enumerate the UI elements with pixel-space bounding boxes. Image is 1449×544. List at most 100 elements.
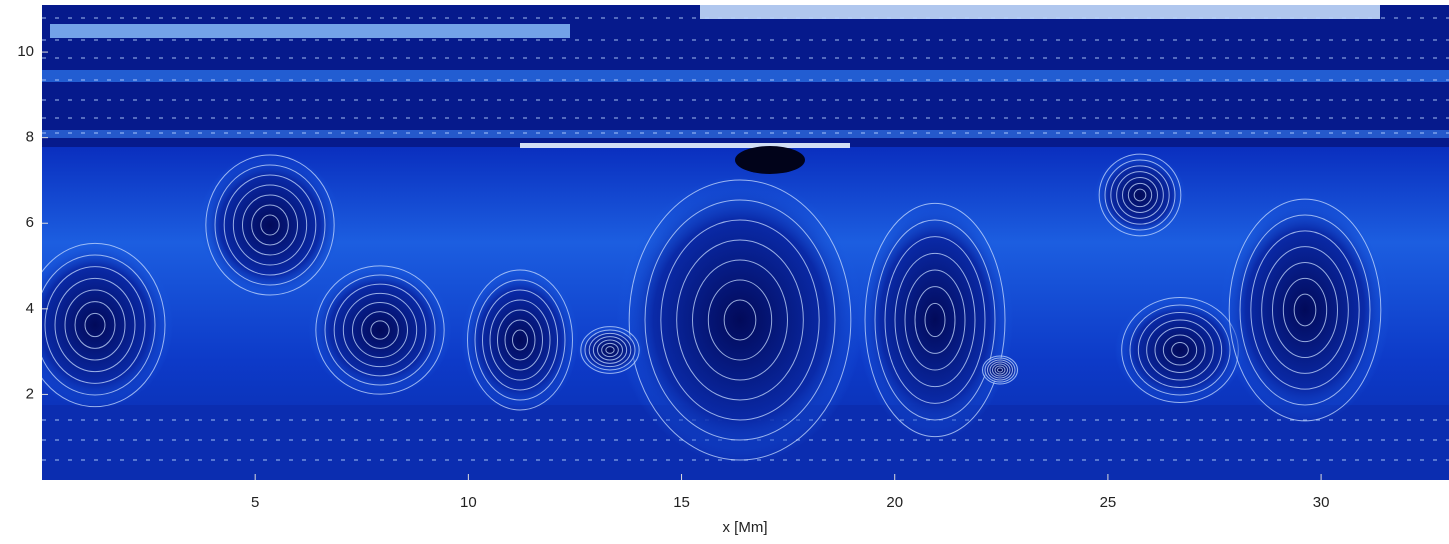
streamline [1116, 171, 1164, 219]
band-glow [42, 130, 1449, 138]
streamline [707, 279, 773, 361]
streamline [997, 367, 1003, 373]
streamline [1127, 182, 1153, 208]
band-glow [42, 70, 1449, 82]
x-axis-label: x [Mm] [723, 519, 768, 536]
streamline [333, 283, 427, 377]
streamline [260, 214, 280, 236]
x-tick-label: 5 [251, 494, 259, 511]
streamline [1272, 262, 1338, 358]
vortex-core [1115, 296, 1245, 404]
streamline [489, 299, 551, 381]
streamline [84, 312, 106, 338]
streamline [324, 274, 436, 386]
streamline [1282, 277, 1328, 343]
streamline [884, 236, 986, 404]
streamline [1122, 177, 1158, 213]
streamline [1137, 312, 1223, 388]
streamline [242, 194, 298, 256]
x-tick-label: 20 [886, 494, 903, 511]
streamline [904, 269, 966, 371]
streamline [54, 277, 136, 373]
streamline [982, 355, 1018, 385]
streamline [992, 363, 1008, 377]
streamline [251, 204, 289, 246]
streamline [874, 219, 996, 421]
x-tick-label: 15 [673, 494, 690, 511]
y-tick-label: 2 [26, 385, 34, 402]
vortex-core [461, 268, 579, 412]
streamline [914, 286, 956, 354]
streamline [584, 329, 636, 371]
streamline [1261, 246, 1349, 374]
streamline [1228, 198, 1382, 422]
dark-spot [735, 146, 805, 174]
streamline [987, 359, 1013, 381]
streamline [512, 329, 528, 351]
streamline [232, 184, 308, 266]
streamline [994, 365, 1006, 375]
x-tick-label: 25 [1100, 494, 1117, 511]
streamline [361, 311, 399, 349]
vortex-core [1094, 153, 1186, 237]
vortex-core [577, 326, 643, 374]
streamline [628, 179, 852, 461]
vortex-core [198, 153, 342, 297]
streamline [44, 266, 146, 384]
streamline [864, 202, 1006, 438]
streamline [723, 299, 757, 341]
streamline [342, 292, 418, 368]
streamline [1239, 214, 1371, 406]
streamline [605, 346, 615, 354]
streamline [989, 361, 1011, 379]
vortex-core [42, 241, 173, 409]
streamline [660, 219, 820, 421]
streamline [504, 319, 536, 361]
streamline [370, 320, 390, 340]
streamline [214, 164, 326, 286]
streamline [1293, 293, 1317, 327]
y-tick-label: 4 [26, 300, 34, 317]
streamline [676, 239, 804, 401]
streamline [1133, 188, 1147, 202]
streamline [315, 265, 445, 395]
streamline [497, 309, 543, 371]
y-tick-label: 10 [17, 43, 34, 60]
top-glow [700, 5, 1380, 19]
x-tick-label: 30 [1313, 494, 1330, 511]
streamline [1098, 153, 1182, 237]
streamline [1250, 230, 1360, 390]
streamline [644, 199, 836, 441]
streamline [474, 279, 566, 401]
top-glow [50, 24, 570, 38]
streamline [482, 289, 558, 391]
streamline [580, 326, 640, 374]
streamline [597, 339, 623, 361]
streamline [1146, 319, 1214, 381]
streamline [692, 259, 788, 381]
x-tick-label: 10 [460, 494, 477, 511]
streamline [984, 357, 1016, 383]
streamline [467, 269, 573, 411]
streamline [1162, 334, 1198, 366]
streamline [42, 242, 166, 408]
streamline [592, 336, 628, 364]
streamline [205, 154, 335, 296]
vortex-core [1220, 196, 1390, 424]
streamline [74, 301, 116, 349]
streamline [223, 174, 317, 276]
vortex-core [980, 355, 1020, 385]
vortex-core [616, 176, 864, 464]
streamline [1154, 327, 1206, 373]
streamline [894, 252, 976, 388]
y-tick-label: 6 [26, 214, 34, 231]
streamline [1171, 342, 1189, 358]
streamline [1104, 159, 1176, 231]
streamline [924, 302, 946, 338]
streamline [1110, 165, 1170, 225]
streamline [588, 332, 632, 368]
streamline [352, 302, 408, 358]
vortex-core [308, 264, 452, 396]
